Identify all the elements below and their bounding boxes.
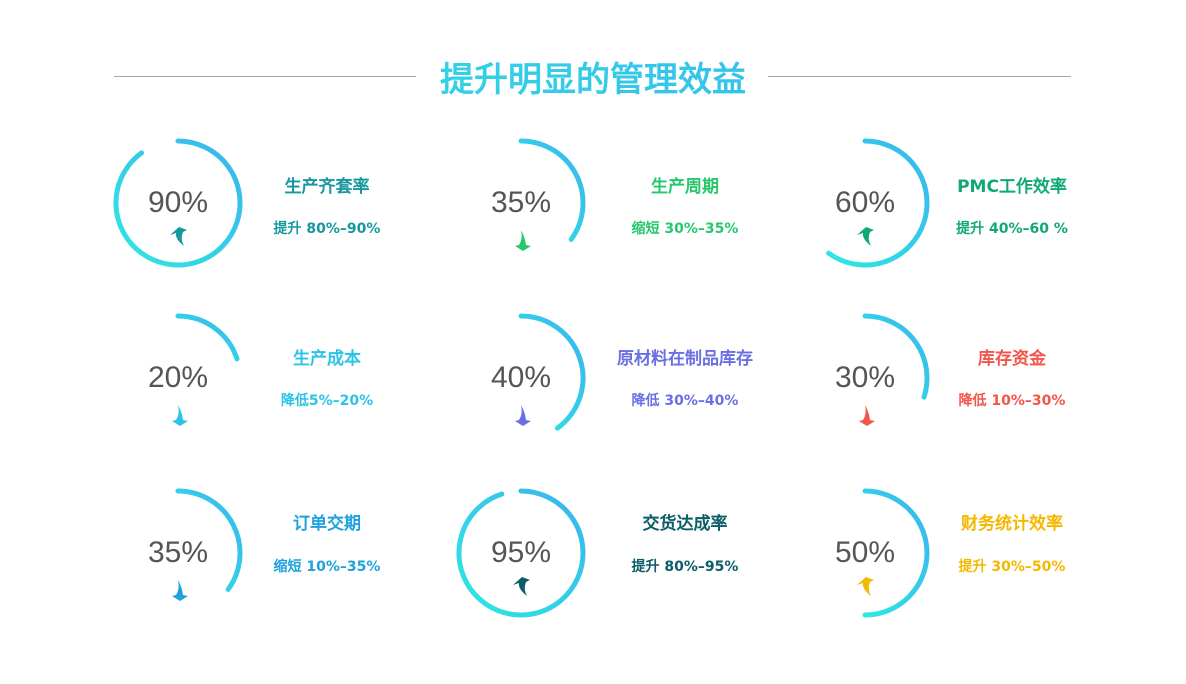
percent-value: 35% bbox=[147, 536, 209, 569]
metric-description: 缩短 10%–35% bbox=[273, 559, 381, 575]
progress-ring bbox=[515, 138, 586, 251]
metric-name: 库存资金 bbox=[978, 349, 1046, 369]
metric-description: 降低5%–20% bbox=[280, 393, 374, 409]
progress-arc bbox=[175, 488, 243, 592]
metric-card: 95% 交货达成率提升 80%–95% bbox=[451, 483, 871, 623]
progress-arc bbox=[113, 138, 243, 268]
progress-ring bbox=[515, 313, 586, 431]
metric-description: 降低 10%–30% bbox=[958, 393, 1066, 409]
progress-ring bbox=[113, 138, 243, 268]
progress-ring bbox=[172, 313, 240, 426]
arrow-down-icon bbox=[515, 405, 531, 426]
arrow-up-icon bbox=[857, 227, 874, 246]
metric-name: 交货达成率 bbox=[642, 514, 728, 534]
metric-card: 60% PMC工作效率提升 40%–60 % bbox=[795, 133, 1186, 273]
progress-ring bbox=[826, 138, 930, 268]
progress-arc bbox=[518, 313, 586, 431]
metric-name: 原材料在制品库存 bbox=[617, 349, 753, 369]
metric-description: 降低 30%–40% bbox=[631, 393, 739, 409]
percent-value: 40% bbox=[490, 361, 552, 394]
metric-name: 生产齐套率 bbox=[284, 177, 370, 197]
arrow-down-icon bbox=[172, 580, 188, 601]
metric-card: 35% 订单交期缩短 10%–35% bbox=[108, 483, 528, 623]
metric-card: 20% 生产成本降低5%–20% bbox=[108, 308, 528, 448]
metric-description: 提升 80%–95% bbox=[631, 559, 739, 575]
metric-card: 90% 生产齐套率提升 80%–90% bbox=[108, 133, 528, 273]
progress-arc bbox=[862, 488, 930, 618]
progress-arc bbox=[175, 313, 240, 362]
progress-ring bbox=[859, 313, 930, 426]
percent-value: 20% bbox=[147, 361, 209, 394]
title-rule-left bbox=[114, 76, 416, 77]
metric-card: 30% 库存资金降低 10%–30% bbox=[795, 308, 1186, 448]
percent-value: 35% bbox=[490, 186, 552, 219]
percent-value: 60% bbox=[834, 186, 896, 219]
progress-arc bbox=[456, 488, 586, 618]
percent-value: 95% bbox=[490, 536, 552, 569]
progress-ring bbox=[456, 488, 586, 618]
percent-value: 90% bbox=[147, 186, 209, 219]
metric-description: 提升 40%–60 % bbox=[956, 221, 1068, 237]
metric-card: 35% 生产周期缩短 30%–35% bbox=[451, 133, 871, 273]
progress-arc bbox=[518, 138, 586, 242]
metric-description: 提升 80%–90% bbox=[273, 221, 381, 237]
percent-value: 50% bbox=[834, 536, 896, 569]
metric-description: 缩短 30%–35% bbox=[631, 221, 739, 237]
arrow-up-icon bbox=[857, 577, 874, 596]
arrow-up-icon bbox=[513, 577, 530, 596]
metric-description: 提升 30%–50% bbox=[958, 559, 1066, 575]
arrow-down-icon bbox=[859, 405, 875, 426]
arrow-down-icon bbox=[172, 405, 188, 426]
progress-ring bbox=[172, 488, 243, 601]
progress-arc bbox=[862, 313, 930, 400]
arrow-down-icon bbox=[515, 230, 531, 251]
page-title: 提升明显的管理效益 bbox=[0, 52, 1186, 101]
arrow-up-icon bbox=[170, 227, 187, 246]
metric-name: 财务统计效率 bbox=[961, 514, 1063, 534]
metric-name: 生产成本 bbox=[293, 349, 361, 369]
metric-name: 生产周期 bbox=[651, 177, 719, 197]
metric-name: 订单交期 bbox=[293, 514, 361, 534]
metric-card: 40% 原材料在制品库存降低 30%–40% bbox=[451, 308, 871, 448]
progress-arc bbox=[826, 138, 930, 268]
percent-value: 30% bbox=[834, 361, 896, 394]
metric-name: PMC工作效率 bbox=[957, 177, 1067, 197]
title-rule-right bbox=[768, 76, 1071, 77]
metric-card: 50% 财务统计效率提升 30%–50% bbox=[795, 483, 1186, 623]
progress-ring bbox=[857, 488, 930, 618]
